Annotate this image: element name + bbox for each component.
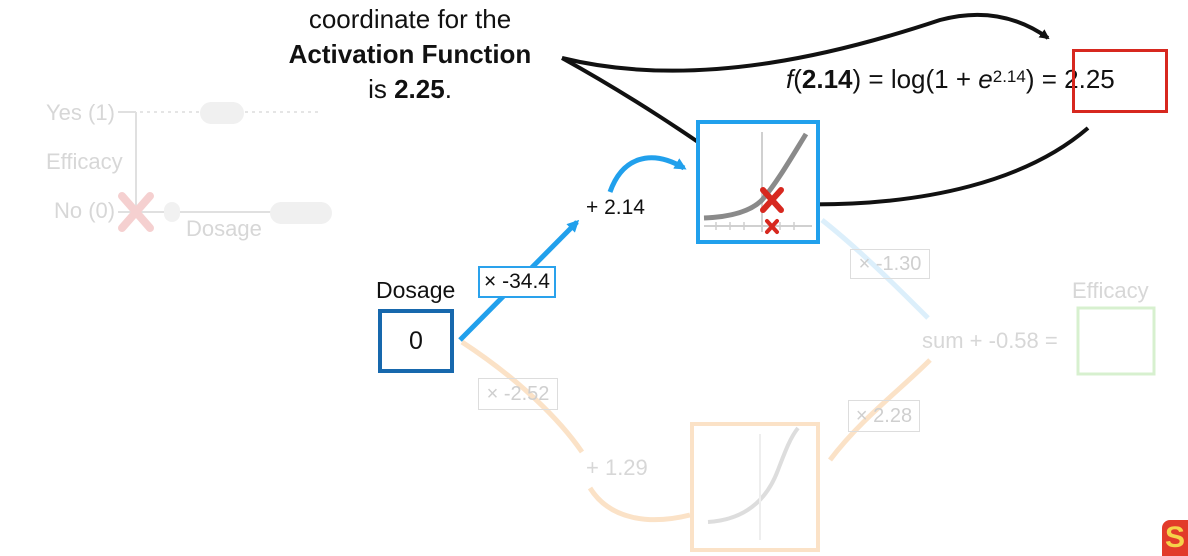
activation-point-marker	[760, 187, 784, 213]
result-highlight-box	[1072, 49, 1168, 113]
top-bias: + 2.14	[586, 196, 645, 219]
formula-result: = 2.25	[1034, 64, 1115, 94]
result-to-point-arrow	[788, 126, 1090, 210]
caption: coordinate for the Activation Function i…	[230, 2, 590, 107]
dosage-axis-label: Dosage	[186, 216, 262, 241]
output-label: Efficacy	[1072, 278, 1149, 303]
caption-value: 2.25	[394, 74, 445, 104]
formula-input: 2.14	[801, 64, 853, 94]
top-output-weight: × -1.30	[850, 249, 930, 279]
input-node: 0	[378, 309, 454, 373]
caption-line-1: coordinate for the	[308, 4, 512, 34]
bottom-bias: + 1.29	[586, 455, 648, 480]
formula-f: f	[786, 64, 794, 94]
softplus-curve-plot	[703, 132, 812, 234]
input-value: 0	[409, 326, 423, 355]
formula-open: (	[793, 64, 802, 94]
faded-output-path	[820, 218, 1156, 376]
faded-background-graph	[118, 102, 332, 232]
formula-exponent: 2.14	[992, 67, 1026, 86]
sum-label: sum + -0.58 =	[922, 328, 1058, 353]
yes-label: Yes (1)	[46, 100, 115, 125]
no-label: No (0)	[54, 198, 116, 223]
caption-line-3-suffix: .	[444, 74, 452, 104]
activation-function-node	[696, 120, 820, 244]
faded-bottom-path	[460, 339, 932, 552]
bottom-output-weight: × 2.28	[848, 400, 920, 432]
caption-line-3-prefix: is	[368, 74, 395, 104]
formula-e: e	[978, 64, 993, 94]
input-label: Dosage	[376, 277, 456, 303]
top-weight: × -34.4	[478, 266, 556, 298]
softplus-formula: f(2.14) = log(1 + e2.14) = 2.25	[786, 64, 1115, 95]
bottom-weight: × -2.52	[478, 378, 558, 410]
channel-logo: S	[1162, 520, 1188, 556]
formula-close: )	[852, 64, 862, 94]
efficacy-axis-label: Efficacy	[46, 149, 123, 174]
bias-to-activation-arrow	[607, 155, 687, 193]
formula-rhs-open: = log(1 +	[861, 64, 979, 94]
input-point-marker	[765, 219, 779, 234]
caption-line-2: Activation Function	[288, 39, 532, 69]
caption-to-result-arrow	[561, 12, 1050, 73]
formula-rhs-close: )	[1025, 64, 1035, 94]
